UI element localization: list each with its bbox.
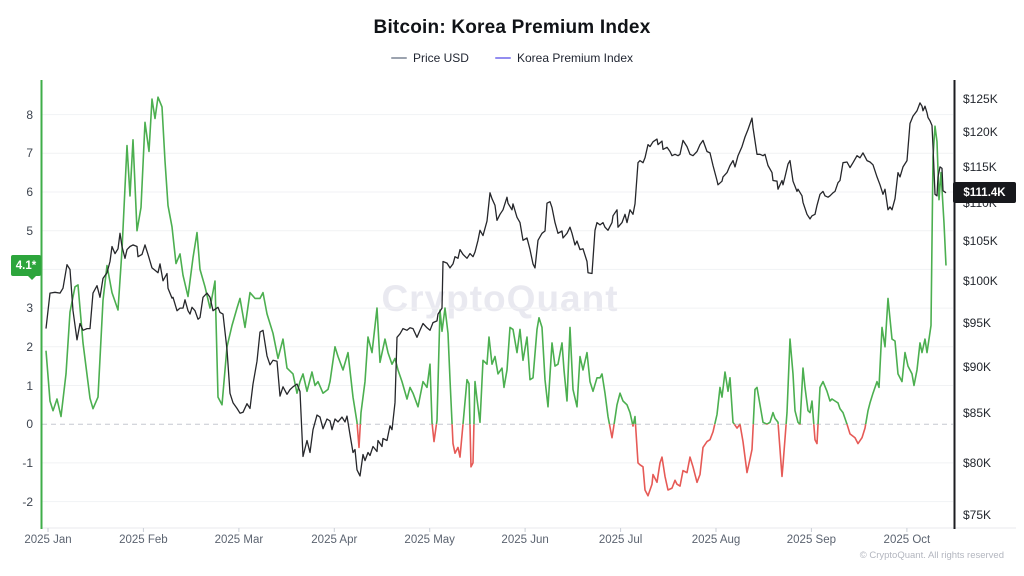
right-axis-tick-label: $75K: [963, 508, 992, 523]
left-axis-tick-label: 7: [26, 146, 33, 161]
left-axis-tick-label: 8: [26, 107, 33, 122]
right-axis-tick-label: $100K: [963, 273, 998, 288]
left-axis-tick-label: 2: [26, 339, 33, 354]
price-usd-line: [45, 102, 947, 477]
x-axis-month-label: 2025 Sep: [786, 534, 837, 546]
x-axis-month-label: 2025 Mar: [214, 534, 264, 546]
left-axis-tick-label: -1: [22, 455, 33, 470]
x-axis-month-label: 2025 May: [404, 534, 455, 546]
legend-item-korea-premium[interactable]: Korea Premium Index: [494, 51, 634, 65]
page-title: Bitcoin: Korea Premium Index: [373, 17, 651, 38]
x-axis-month-label: 2025 Jul: [598, 534, 643, 546]
right-axis-tick-label: $105K: [963, 234, 998, 249]
x-axis-month-label: 2025 Jun: [501, 534, 549, 546]
right-axis-tick-label: $120K: [963, 125, 998, 140]
x-axis-month-label: 2025 Oct: [883, 534, 931, 546]
copyright-notice: © CryptoQuant. All rights reserved: [859, 550, 1004, 561]
price-usd-swatch-icon: [390, 56, 407, 60]
x-axis-month-label: 2025 Apr: [311, 534, 358, 546]
korea-premium-line-positive: [45, 96, 947, 425]
legend-item-price-usd[interactable]: Price USD: [390, 51, 469, 65]
left-axis-tick-label: 3: [26, 301, 33, 316]
price-value-badge: $111.4K: [953, 182, 1016, 204]
korea-premium-line-negative: [356, 424, 867, 497]
x-axis-month-label: 2025 Feb: [119, 534, 168, 546]
premium-value-badge: 4.1*: [11, 255, 41, 281]
legend-label-price-usd: Price USD: [412, 51, 469, 65]
right-axis-tick-label: $85K: [963, 406, 992, 421]
right-axis-tick-label: $90K: [963, 359, 992, 374]
x-axis-month-label: 2025 Aug: [691, 534, 741, 546]
left-axis-tick-label: 0: [26, 417, 33, 432]
right-axis-tick-label: $80K: [963, 455, 992, 470]
left-axis-tick-label: 1: [26, 378, 33, 393]
right-axis-tick-label: $115K: [963, 159, 997, 174]
right-axis-tick-label: $125K: [963, 92, 998, 106]
right-axis-tick-label: $95K: [963, 315, 992, 330]
x-axis-month-label: 2025 Jan: [24, 534, 72, 546]
korea-premium-swatch-icon: [494, 56, 511, 60]
left-axis-tick-label: 5: [26, 223, 33, 238]
left-axis-tick-label: -2: [22, 494, 33, 509]
legend: Price USD Korea Premium Index: [0, 51, 1024, 65]
legend-label-korea-premium: Korea Premium Index: [516, 51, 634, 65]
left-axis-tick-label: 6: [26, 185, 33, 199]
